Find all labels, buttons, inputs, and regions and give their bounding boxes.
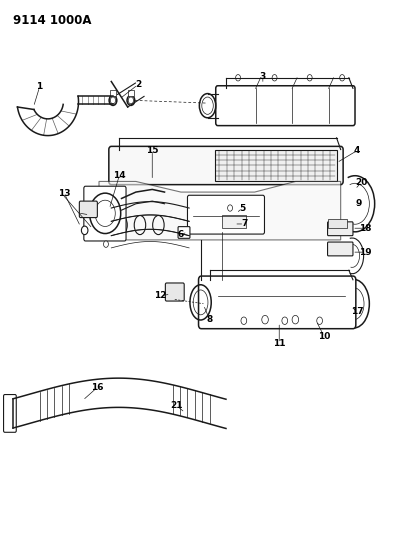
Text: 4: 4 bbox=[354, 146, 360, 155]
Text: 20: 20 bbox=[355, 178, 367, 187]
Text: 9114 1000A: 9114 1000A bbox=[13, 14, 92, 27]
Polygon shape bbox=[99, 181, 341, 240]
Text: 16: 16 bbox=[91, 383, 103, 392]
Text: 6: 6 bbox=[178, 230, 184, 239]
Circle shape bbox=[236, 75, 240, 81]
Text: 2: 2 bbox=[135, 80, 141, 89]
Text: 1: 1 bbox=[37, 82, 43, 91]
Text: 18: 18 bbox=[359, 224, 372, 233]
FancyBboxPatch shape bbox=[128, 90, 134, 96]
Circle shape bbox=[272, 75, 277, 81]
Text: 11: 11 bbox=[273, 339, 286, 348]
Circle shape bbox=[292, 316, 299, 324]
FancyBboxPatch shape bbox=[109, 147, 343, 184]
FancyBboxPatch shape bbox=[328, 242, 353, 256]
FancyBboxPatch shape bbox=[4, 394, 16, 432]
Text: 17: 17 bbox=[351, 307, 363, 316]
Text: 14: 14 bbox=[113, 171, 126, 180]
FancyBboxPatch shape bbox=[79, 201, 97, 217]
Circle shape bbox=[81, 226, 88, 235]
FancyBboxPatch shape bbox=[187, 195, 265, 234]
Circle shape bbox=[241, 317, 247, 325]
Circle shape bbox=[104, 241, 109, 247]
FancyBboxPatch shape bbox=[328, 222, 353, 236]
Text: 3: 3 bbox=[260, 71, 266, 80]
Text: 9: 9 bbox=[356, 199, 362, 208]
Circle shape bbox=[307, 75, 312, 81]
FancyBboxPatch shape bbox=[215, 150, 337, 181]
Text: 21: 21 bbox=[171, 401, 183, 410]
FancyBboxPatch shape bbox=[222, 215, 247, 228]
FancyBboxPatch shape bbox=[84, 186, 126, 241]
Text: 5: 5 bbox=[239, 204, 245, 213]
Text: 7: 7 bbox=[241, 220, 247, 229]
FancyBboxPatch shape bbox=[216, 86, 355, 126]
FancyBboxPatch shape bbox=[199, 276, 356, 329]
Text: 12: 12 bbox=[154, 291, 167, 300]
Circle shape bbox=[282, 317, 288, 325]
Circle shape bbox=[339, 75, 344, 81]
Text: 13: 13 bbox=[58, 189, 70, 198]
Text: 15: 15 bbox=[146, 146, 159, 155]
FancyBboxPatch shape bbox=[328, 219, 347, 228]
FancyBboxPatch shape bbox=[178, 227, 190, 238]
Circle shape bbox=[317, 317, 323, 325]
Circle shape bbox=[262, 316, 268, 324]
Text: 8: 8 bbox=[206, 315, 213, 324]
Text: 19: 19 bbox=[359, 248, 372, 257]
FancyBboxPatch shape bbox=[165, 283, 184, 301]
FancyBboxPatch shape bbox=[110, 90, 116, 96]
Circle shape bbox=[228, 205, 233, 211]
Text: 10: 10 bbox=[318, 332, 330, 341]
